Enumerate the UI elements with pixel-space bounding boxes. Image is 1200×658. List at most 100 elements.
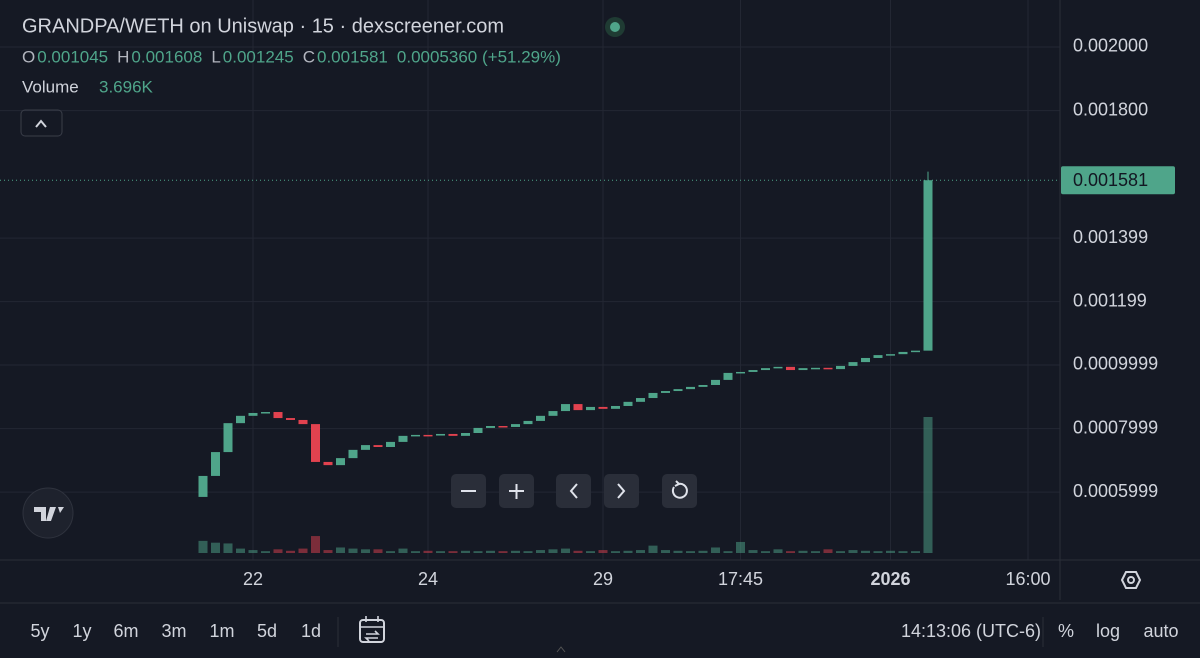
volume-bar xyxy=(761,551,770,553)
range-button[interactable]: 1y xyxy=(72,621,91,641)
candle-body xyxy=(236,415,245,424)
volume-bar xyxy=(561,548,570,553)
candle-body xyxy=(698,384,708,387)
range-button[interactable]: 6m xyxy=(113,621,138,641)
ohlc-key: O xyxy=(22,47,35,66)
handle xyxy=(556,646,566,653)
volume-bar xyxy=(411,551,420,553)
candle-body xyxy=(423,434,433,437)
volume-bar xyxy=(748,550,758,553)
volume-bar xyxy=(911,551,920,553)
reset[interactable] xyxy=(662,474,697,508)
settings-icon[interactable] xyxy=(1120,571,1142,589)
date-range-icon[interactable] xyxy=(359,616,385,643)
collapse-button[interactable] xyxy=(20,109,63,137)
candle-body xyxy=(923,180,933,351)
candle-body xyxy=(498,426,508,428)
volume-bar xyxy=(673,550,683,553)
scroll-left[interactable] xyxy=(556,474,591,508)
volume-bar xyxy=(573,550,583,553)
ohlc-key: H xyxy=(117,47,129,66)
y-tick-label: 0.001399 xyxy=(1073,227,1148,247)
candle-body xyxy=(636,398,645,402)
volume-bar xyxy=(823,549,833,553)
tv-logo[interactable] xyxy=(22,487,74,539)
candle-body xyxy=(736,371,745,374)
range-button[interactable]: 1m xyxy=(209,621,234,641)
volume-bar xyxy=(336,547,345,553)
candle-body xyxy=(273,412,283,419)
volume-bar xyxy=(861,550,870,553)
left-icon xyxy=(569,483,578,499)
range-button[interactable]: 5d xyxy=(257,621,277,641)
scroll-right[interactable] xyxy=(604,474,639,508)
volume-bar xyxy=(323,550,333,553)
volume-bar xyxy=(423,550,433,553)
range-button[interactable]: 3m xyxy=(161,621,186,641)
volume-bar xyxy=(548,549,558,553)
volume-bar xyxy=(511,550,520,553)
gear xyxy=(1120,571,1142,589)
volume-bar xyxy=(723,551,733,553)
candle-body xyxy=(473,427,483,434)
volume-bar xyxy=(386,551,395,553)
candle-body xyxy=(286,418,295,420)
ohlc-value: 0.001045 xyxy=(37,47,108,66)
clock: 14:13:06 (UTC-6) xyxy=(901,621,1041,641)
volume-bar xyxy=(473,551,483,553)
range-button[interactable]: 1d xyxy=(301,621,321,641)
candle-body xyxy=(786,366,795,371)
candle-body xyxy=(323,461,333,466)
calendar xyxy=(360,616,384,642)
scale-option[interactable]: % xyxy=(1058,621,1074,641)
volume-bar xyxy=(261,551,270,553)
tv-logo-mark xyxy=(34,507,64,521)
candle-body xyxy=(348,449,358,459)
candle-body xyxy=(198,475,208,497)
volume-bar xyxy=(461,550,470,553)
scale-option[interactable]: log xyxy=(1096,621,1120,641)
candle-body xyxy=(461,433,470,436)
candle-body xyxy=(486,426,495,428)
ohlc-legend: O 0.001045 H 0.001608 L 0.001245 C 0.001581 0.00… xyxy=(22,47,561,66)
candle-body xyxy=(536,415,545,421)
candle-body xyxy=(623,401,633,406)
ohlc-change: 0.0005360 (+51.29%) xyxy=(397,47,561,66)
ohlc-key: L xyxy=(211,47,220,66)
volume-bar xyxy=(773,549,783,553)
scale-option[interactable]: auto xyxy=(1143,621,1178,641)
candle-body xyxy=(573,404,583,411)
x-tick-label: 29 xyxy=(593,569,613,589)
candle-body xyxy=(748,370,758,372)
candle-body xyxy=(248,412,258,416)
volume-bar xyxy=(736,541,745,553)
candle-body xyxy=(561,404,570,412)
volume-bar xyxy=(248,550,258,553)
candle-body xyxy=(898,351,908,355)
y-tick-label: 0.002000 xyxy=(1073,36,1148,56)
volume-bar xyxy=(811,551,820,553)
candle-body xyxy=(773,366,783,369)
candle-body xyxy=(673,389,683,392)
volume-bar xyxy=(536,550,545,553)
range-button[interactable]: 5y xyxy=(30,621,49,641)
candle-body xyxy=(873,355,883,358)
gear xyxy=(1127,576,1135,584)
candle-body xyxy=(311,424,320,462)
candle-body xyxy=(886,354,895,356)
volume-bar xyxy=(273,549,283,553)
volume-bar xyxy=(523,551,533,553)
candle-body xyxy=(361,445,370,450)
candle-body xyxy=(811,367,820,370)
candle-body xyxy=(723,372,733,380)
volume-bar xyxy=(373,549,383,553)
reset-icon xyxy=(674,480,681,487)
marks xyxy=(0,171,1060,553)
candle-body xyxy=(398,435,408,442)
volume-bar xyxy=(311,536,320,553)
candle-body xyxy=(336,458,345,466)
volume-bar xyxy=(886,550,895,553)
calendar xyxy=(359,619,385,643)
